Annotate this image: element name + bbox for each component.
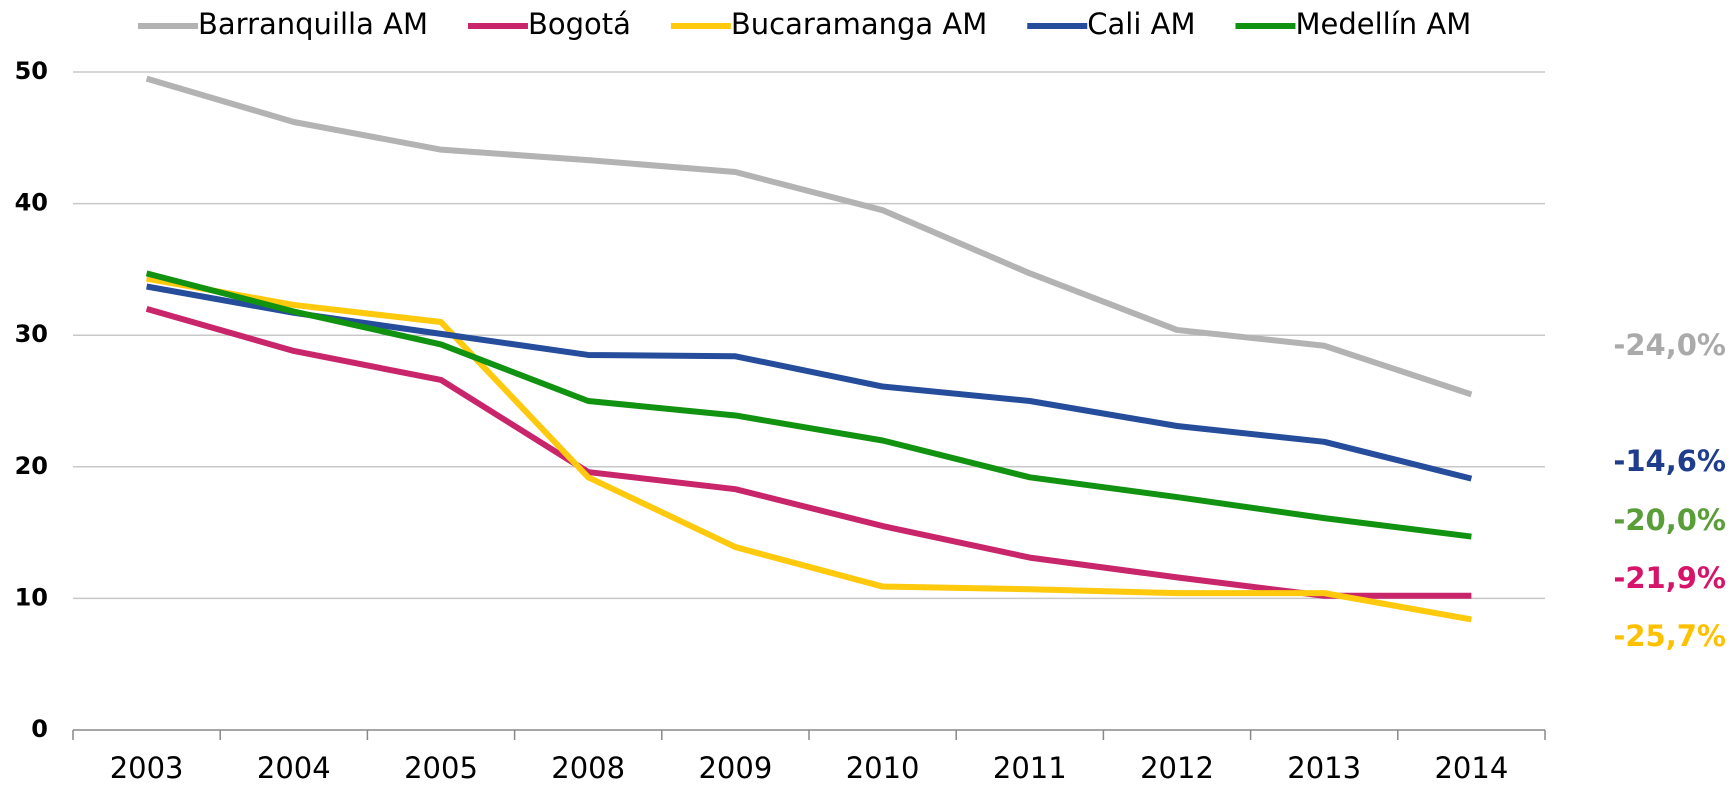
annotation: -25,7% bbox=[1613, 619, 1726, 653]
legend-label: Bogotá bbox=[528, 7, 631, 41]
annotation: -14,6% bbox=[1613, 444, 1726, 478]
legend-label: Barranquilla AM bbox=[198, 7, 428, 41]
x-tick-label: 2011 bbox=[993, 751, 1067, 785]
legend-label: Bucaramanga AM bbox=[731, 7, 987, 41]
series-line bbox=[146, 283, 1473, 482]
legend-label: Medellín AM bbox=[1295, 7, 1471, 41]
y-tick-label: 30 bbox=[15, 320, 48, 348]
x-tick-label: 2014 bbox=[1434, 751, 1508, 785]
legend-label: Cali AM bbox=[1087, 7, 1195, 41]
series-line bbox=[146, 275, 1472, 623]
x-tick-label: 2013 bbox=[1287, 751, 1361, 785]
y-tick-label: 50 bbox=[15, 57, 48, 85]
annotation: -24,0% bbox=[1613, 328, 1726, 362]
x-tick-label: 2009 bbox=[698, 751, 772, 785]
x-tick-label: 2012 bbox=[1140, 751, 1214, 785]
x-tick-label: 2003 bbox=[110, 751, 184, 785]
x-tick-label: 2008 bbox=[551, 751, 625, 785]
y-tick-label: 20 bbox=[15, 452, 48, 480]
x-tick-label: 2010 bbox=[846, 751, 920, 785]
series-line bbox=[145, 305, 1472, 599]
y-tick-label: 0 bbox=[31, 715, 48, 743]
x-tick-label: 2004 bbox=[257, 751, 331, 785]
annotation: -20,0% bbox=[1613, 503, 1726, 537]
x-tick-label: 2005 bbox=[404, 751, 478, 785]
y-tick-label: 40 bbox=[15, 189, 48, 217]
series-line bbox=[145, 270, 1472, 540]
series-line bbox=[145, 75, 1473, 398]
y-tick-label: 10 bbox=[15, 583, 48, 611]
annotation: -21,9% bbox=[1613, 561, 1726, 595]
